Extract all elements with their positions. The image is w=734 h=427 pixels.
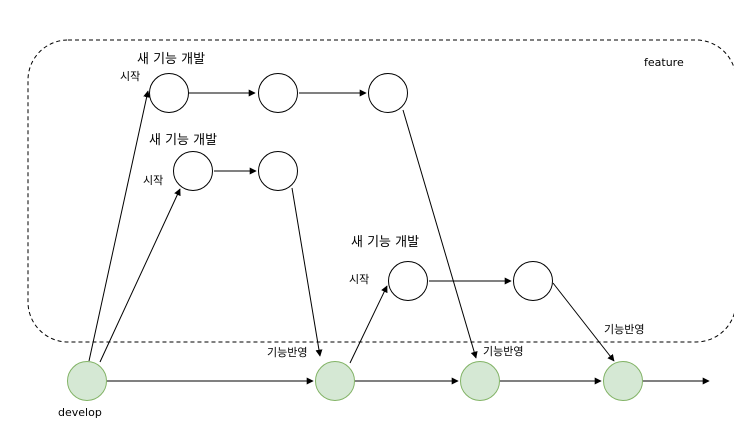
feature-group-container [27,39,734,343]
feature-nodes [149,73,553,301]
develop-merge-node-2 [460,361,500,401]
develop-nodes [67,361,643,401]
develop-label: develop [58,406,102,419]
edge-merge1-to-b3n1 [349,285,388,364]
branch1-node-2 [258,73,298,113]
branch2-node-1 [173,151,213,191]
develop-merge-node-3 [603,361,643,401]
edge-b3n2-to-merge3 [552,282,615,362]
branch1-node-1 [149,73,189,113]
branch2-start-label: 시작 [143,174,163,187]
merge1-label: 기능반영 [267,346,307,359]
merge2-label: 기능반영 [483,345,523,358]
branch3-title: 새 기능 개발 [351,235,419,250]
branch3-start-label: 시작 [349,273,369,286]
branch2-title: 새 기능 개발 [149,133,217,148]
feature-group-label: feature [644,56,684,69]
branch1-node-3 [368,73,408,113]
edge-b1n3-to-merge2 [402,109,478,359]
edge-develop-to-b2n1 [99,188,181,363]
branch1-start-label: 시작 [120,70,140,83]
develop-merge-node-1 [315,361,355,401]
branch3-node-1 [388,261,428,301]
edge-b2n2-to-merge1 [291,187,323,357]
branch3-node-2 [513,261,553,301]
branch2-node-2 [258,151,298,191]
edges [88,89,710,385]
merge3-label: 기능반영 [604,323,644,336]
develop-node-start [67,361,107,401]
branch1-title: 새 기능 개발 [137,52,205,67]
edge-develop-to-b1n1 [88,90,151,362]
